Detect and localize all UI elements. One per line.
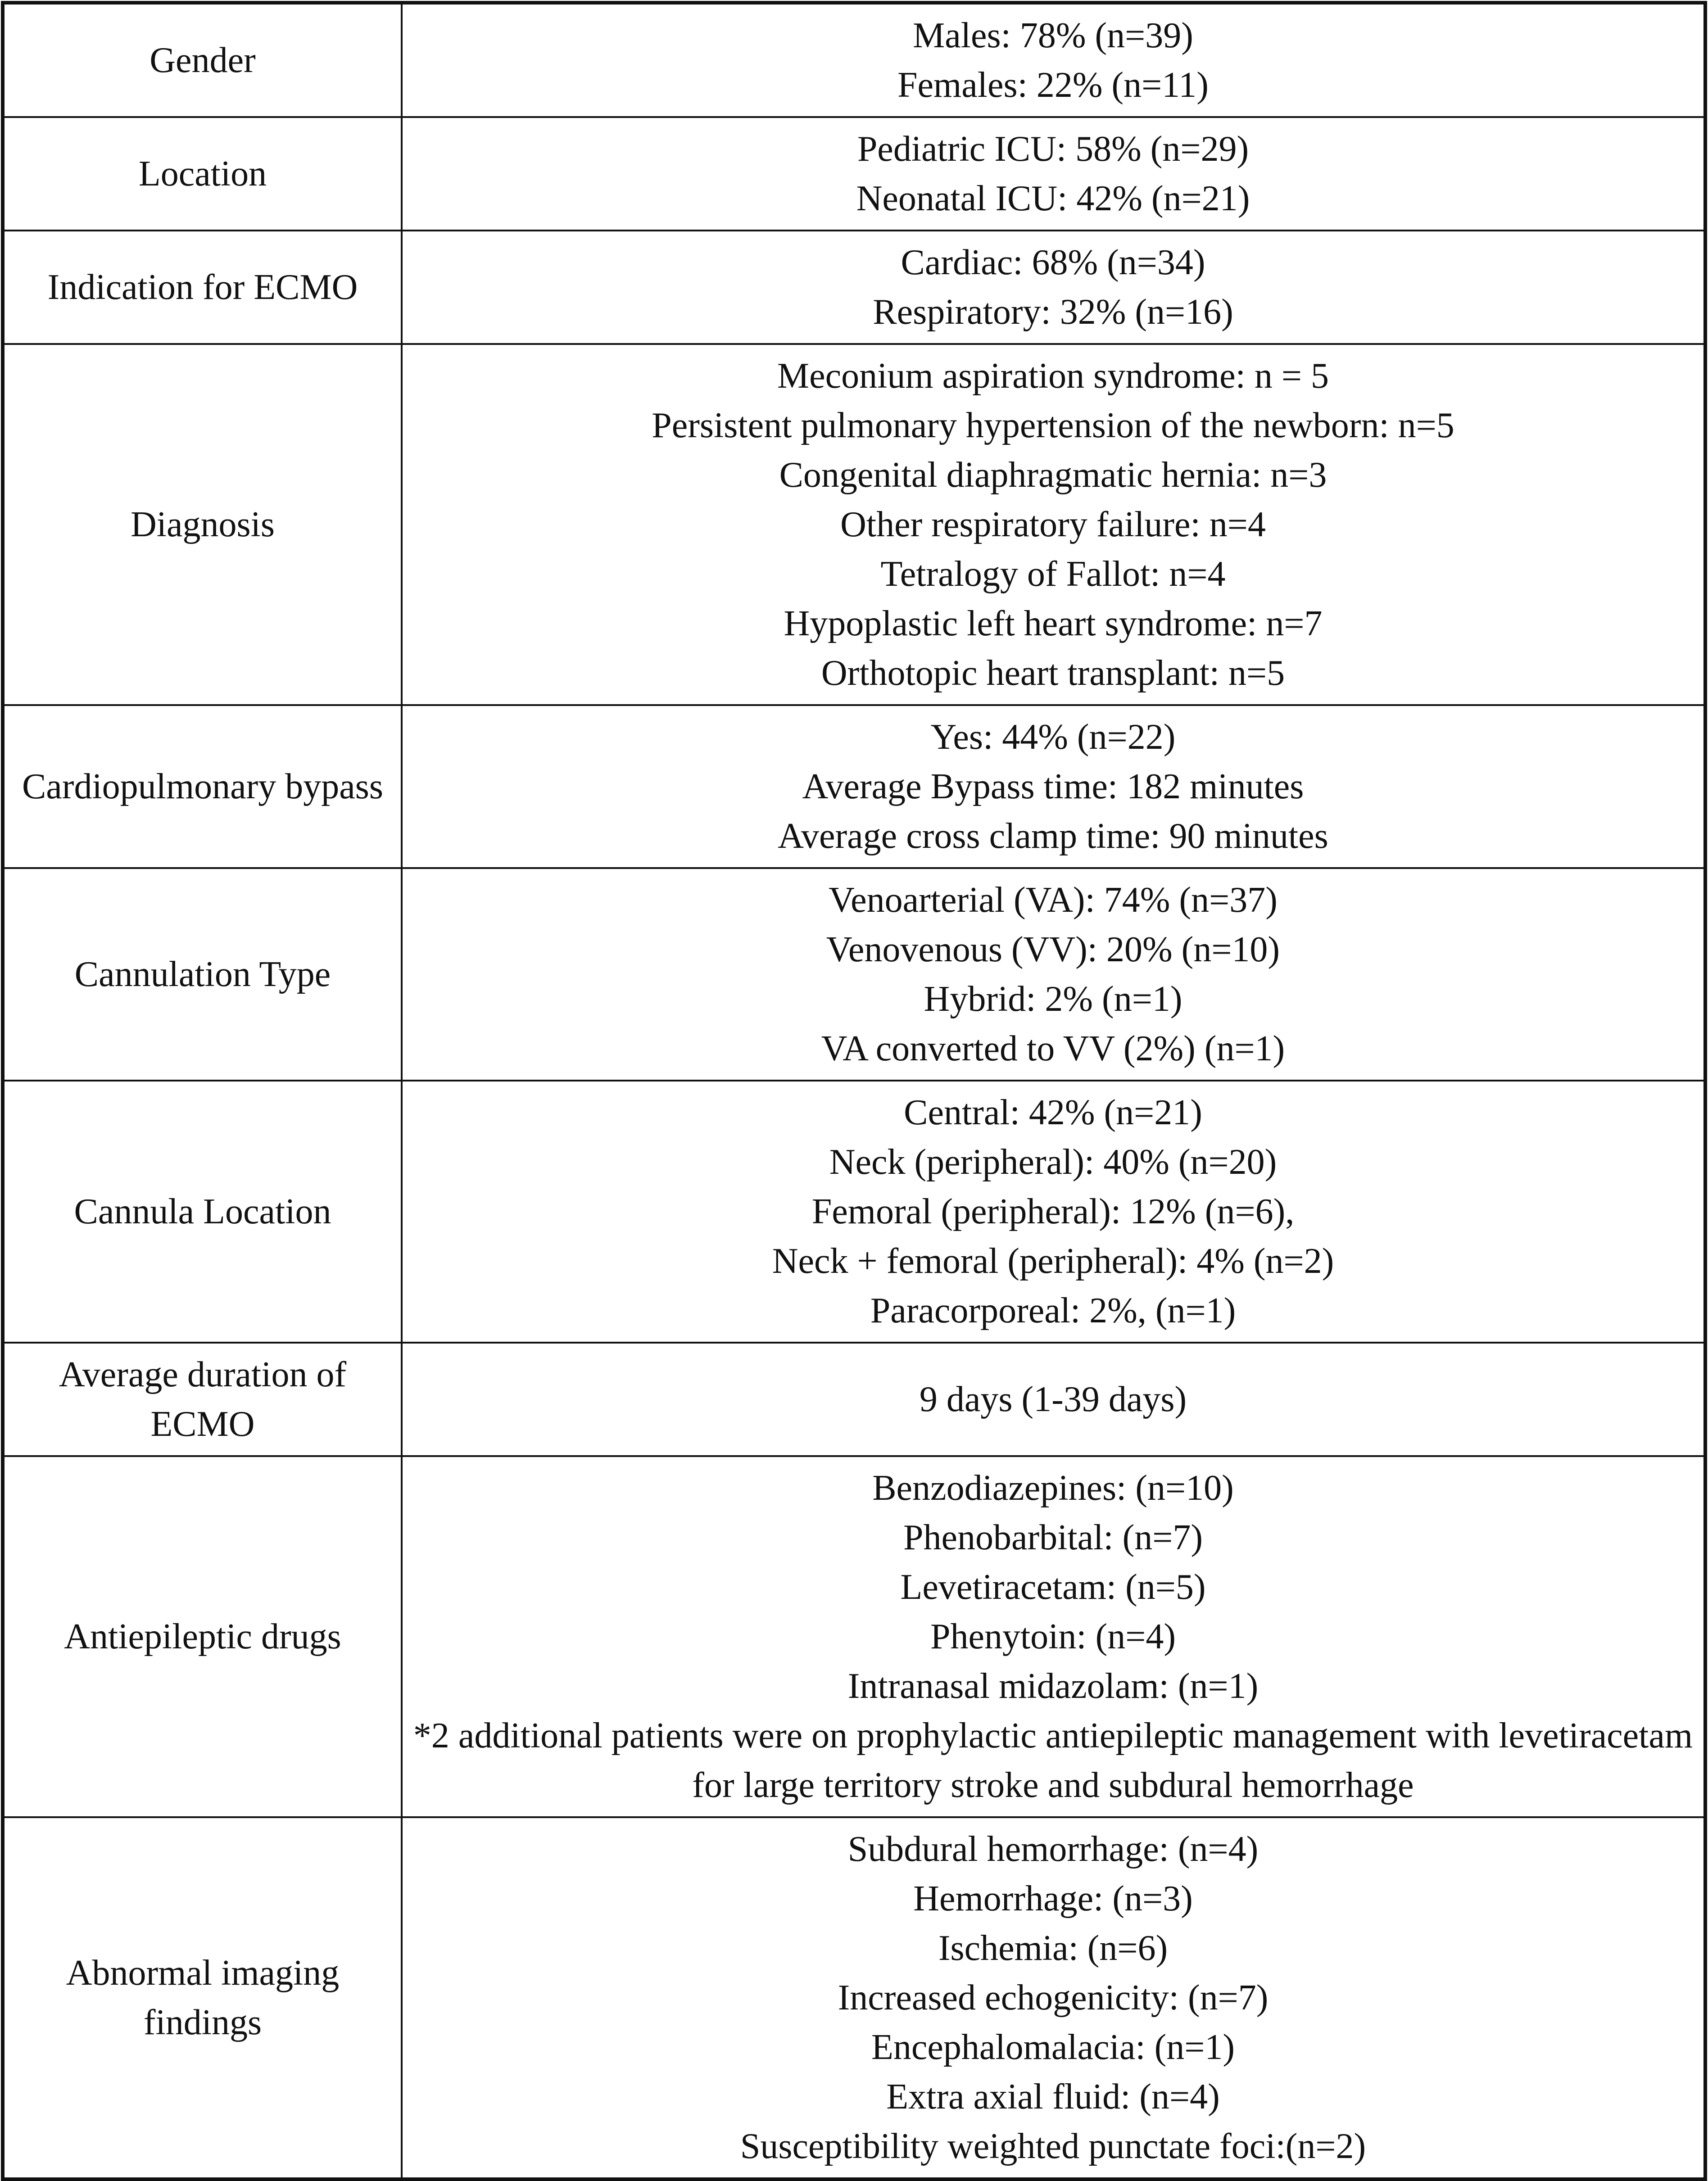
value-line: Congenital diaphragmatic hernia: n=3	[779, 455, 1327, 495]
row-value: Yes: 44% (n=22) Average Bypass time: 182 …	[401, 704, 1706, 869]
value-line: Susceptibility weighted punctate foci:(n…	[740, 2127, 1366, 2166]
value-line: Males: 78% (n=39)	[913, 16, 1193, 55]
row-label: Cardiopulmonary bypass	[2, 704, 403, 869]
table-row: Antiepileptic drugs Benzodiazepines: (n=1…	[2, 1455, 1706, 1818]
value-line: Tetralogy of Fallot: n=4	[880, 554, 1226, 594]
value-line: 9 days (1-39 days)	[919, 1380, 1187, 1419]
row-value: Subdural hemorrhage: (n=4) Hemorrhage: (n…	[401, 1816, 1706, 2180]
table-row: Diagnosis Meconium aspiration syndrome: n…	[2, 343, 1706, 706]
row-value: Pediatric ICU: 58% (n=29) Neonatal ICU: 4…	[401, 116, 1706, 231]
value-line: Encephalomalacia: (n=1)	[871, 2027, 1235, 2067]
value-line: Paracorporeal: 2%, (n=1)	[870, 1291, 1236, 1330]
row-value: Venoarterial (VA): 74% (n=37) Venovenous …	[401, 867, 1706, 1081]
value-line: Phenytoin: (n=4)	[930, 1617, 1176, 1656]
value-line: Respiratory: 32% (n=16)	[873, 292, 1233, 332]
value-line: Ischemia: (n=6)	[938, 1928, 1168, 1968]
value-line: Cardiac: 68% (n=34)	[901, 243, 1205, 282]
table-row: Gender Males: 78% (n=39) Females: 22% (n=1…	[2, 2, 1706, 118]
table-row: Indication for ECMO Cardiac: 68% (n=34) Re…	[2, 230, 1706, 345]
value-line: Yes: 44% (n=22)	[930, 717, 1176, 757]
value-line: Intranasal midazolam: (n=1)	[847, 1666, 1259, 1706]
value-line: Average Bypass time: 182 minutes	[802, 767, 1304, 806]
table-row: Cannula Location Central: 42% (n=21) Neck …	[2, 1080, 1706, 1344]
value-line: Benzodiazepines: (n=10)	[872, 1468, 1234, 1508]
row-label: Cannula Location	[2, 1080, 403, 1344]
row-label: Average duration of ECMO	[2, 1342, 403, 1457]
row-label: Indication for ECMO	[2, 230, 403, 345]
table-row: Cannulation Type Venoarterial (VA): 74% (…	[2, 867, 1706, 1081]
value-line: *2 additional patients were on prophylac…	[413, 1716, 1693, 1805]
value-line: Orthotopic heart transplant: n=5	[821, 653, 1285, 693]
value-line: Average cross clamp time: 90 minutes	[778, 816, 1328, 856]
table-row: Cardiopulmonary bypass Yes: 44% (n=22) Ave…	[2, 704, 1706, 869]
value-line: Femoral (peripheral): 12% (n=6),	[811, 1192, 1295, 1231]
value-line: Persistent pulmonary hypertension of the…	[652, 406, 1454, 445]
value-line: Neck (peripheral): 40% (n=20)	[829, 1142, 1277, 1182]
table-row: Average duration of ECMO 9 days (1-39 day…	[2, 1342, 1706, 1457]
value-line: Central: 42% (n=21)	[904, 1093, 1202, 1132]
row-label: Abnormal imaging findings	[2, 1816, 403, 2180]
value-line: VA converted to VV (2%) (n=1)	[821, 1029, 1285, 1068]
row-label: Cannulation Type	[2, 867, 403, 1081]
value-line: Females: 22% (n=11)	[897, 65, 1209, 105]
row-value: Central: 42% (n=21) Neck (peripheral): 40…	[401, 1080, 1706, 1344]
value-line: Venoarterial (VA): 74% (n=37)	[829, 880, 1278, 920]
value-line: Venovenous (VV): 20% (n=10)	[826, 930, 1280, 969]
value-line: Other respiratory failure: n=4	[840, 505, 1266, 544]
value-line: Hybrid: 2% (n=1)	[924, 979, 1182, 1019]
value-line: Increased echogenicity: (n=7)	[838, 1978, 1269, 2018]
row-value: Cardiac: 68% (n=34) Respiratory: 32% (n=1…	[401, 230, 1706, 345]
row-value: 9 days (1-39 days)	[401, 1342, 1706, 1457]
table-row: Location Pediatric ICU: 58% (n=29) Neonata…	[2, 116, 1706, 231]
value-line: Neck + femoral (peripheral): 4% (n=2)	[772, 1241, 1334, 1281]
value-line: Phenobarbital: (n=7)	[903, 1518, 1203, 1557]
value-line: Hypoplastic left heart syndrome: n=7	[784, 604, 1323, 643]
row-value: Benzodiazepines: (n=10) Phenobarbital: (n…	[401, 1455, 1706, 1818]
table-row: Abnormal imaging findings Subdural hemorr…	[2, 1816, 1706, 2180]
value-line: Hemorrhage: (n=3)	[913, 1879, 1193, 1919]
row-label: Diagnosis	[2, 343, 403, 706]
value-line: Extra axial fluid: (n=4)	[886, 2077, 1220, 2117]
value-line: Neonatal ICU: 42% (n=21)	[856, 179, 1250, 218]
value-line: Meconium aspiration syndrome: n = 5	[777, 356, 1329, 396]
row-label: Location	[2, 116, 403, 231]
value-line: Pediatric ICU: 58% (n=29)	[857, 129, 1249, 169]
value-line: Levetiracetam: (n=5)	[900, 1567, 1206, 1607]
value-line: Subdural hemorrhage: (n=4)	[847, 1829, 1259, 1869]
row-value: Meconium aspiration syndrome: n = 5 Persi…	[401, 343, 1706, 706]
row-value: Males: 78% (n=39) Females: 22% (n=11)	[401, 2, 1706, 118]
row-label: Antiepileptic drugs	[2, 1455, 403, 1818]
row-label: Gender	[2, 2, 403, 118]
